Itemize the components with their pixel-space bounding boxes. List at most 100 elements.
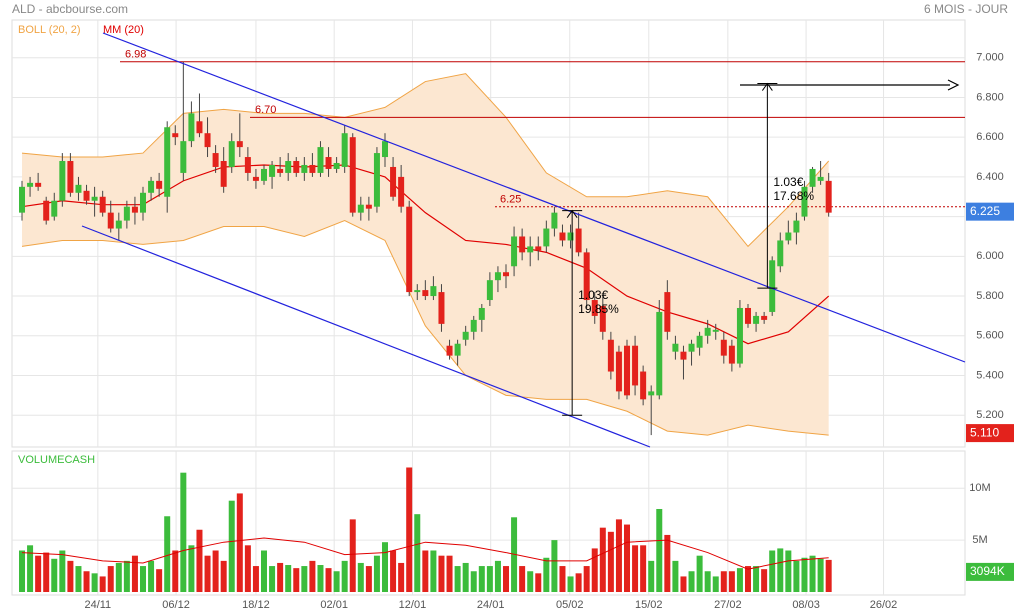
x-tick-label: 08/03 (792, 599, 820, 611)
volume-bar (172, 550, 179, 592)
candle-body (188, 113, 195, 142)
candle-body (696, 335, 703, 348)
candle-body (91, 196, 98, 201)
candle-body (75, 184, 82, 193)
x-tick-label: 02/01 (320, 599, 348, 611)
candle-body (470, 319, 477, 332)
volume-bar (478, 566, 485, 592)
volume-bar (180, 472, 187, 592)
volume-bar (107, 566, 114, 592)
x-tick-label: 26/02 (870, 599, 898, 611)
candle-body (438, 292, 445, 324)
candle-body (83, 190, 90, 201)
candle-body (357, 204, 364, 213)
candle-body (567, 232, 574, 241)
period: 6 MOIS - JOUR (924, 2, 1008, 16)
candle-body (244, 157, 251, 173)
candle-body (575, 228, 582, 253)
candle-body (333, 162, 340, 169)
volume-bar (406, 467, 413, 592)
volume-bar (696, 555, 703, 592)
volume-bar (317, 565, 324, 592)
volume-bar (712, 576, 719, 592)
candle-body (140, 192, 147, 213)
volume-bar (454, 566, 461, 592)
volume-bar (591, 548, 598, 592)
candle-body (712, 329, 719, 332)
candle-body (809, 168, 816, 187)
volume-bar (269, 566, 276, 592)
candle-body (648, 391, 655, 396)
candle-body (664, 292, 671, 332)
candle-body (446, 345, 453, 356)
volume-bar (656, 508, 663, 592)
candle-body (131, 206, 138, 213)
candle-body (51, 200, 58, 217)
candle-body (777, 240, 784, 267)
volume-bar (51, 558, 58, 592)
volume-bar (615, 519, 622, 592)
x-tick-label: 24/01 (477, 599, 505, 611)
volume-bar (140, 566, 147, 592)
volume-bar (220, 560, 227, 592)
y-tick-label: 5.400 (976, 369, 1004, 381)
volume-bar (365, 566, 372, 592)
candle-body (551, 212, 558, 229)
candle-body (172, 133, 179, 138)
volume-bar (414, 514, 421, 592)
volume-bar (75, 566, 82, 592)
volume-bar (632, 545, 639, 592)
volume-bar (817, 558, 824, 592)
volume-bar (309, 560, 316, 592)
candle-body (317, 147, 324, 173)
volume-bar (535, 573, 542, 592)
candle-body (107, 212, 114, 229)
volume-bar (462, 562, 469, 592)
volume-bar (19, 550, 26, 592)
volume-bar (503, 566, 510, 592)
x-tick-label: 18/12 (242, 599, 270, 611)
volume-bar (728, 571, 735, 592)
candle-body (527, 246, 534, 253)
volume-bar (99, 576, 106, 592)
candle-body (301, 164, 308, 173)
volume-bar (567, 576, 574, 592)
volume-badge-label: 3094K (970, 564, 1005, 578)
volume-bar (244, 545, 251, 592)
volume-bar (575, 573, 582, 592)
bollinger-lower (21, 220, 829, 436)
volume-bar (333, 571, 340, 592)
legend-boll: BOLL (20, 2) (18, 24, 81, 36)
volume-bar (793, 560, 800, 592)
volume-bar (398, 562, 405, 592)
price-badge (966, 202, 1014, 221)
price-badge-label: 5.110 (970, 425, 999, 439)
candle-body (123, 206, 130, 221)
candle-body (511, 236, 518, 267)
candle-body (365, 204, 372, 209)
candle-body (704, 327, 711, 336)
volume-label: VOLUMECASH (18, 454, 95, 466)
volume-bar (494, 560, 501, 592)
candle-body (269, 164, 276, 177)
volume-bar (430, 550, 437, 592)
candle-body (43, 200, 50, 221)
candle-body (583, 252, 590, 301)
volume-bar (148, 560, 155, 592)
candle-body (615, 351, 622, 392)
volume-bar (559, 566, 566, 592)
volume-bar (196, 529, 203, 592)
measure-text: 17.68% (773, 189, 814, 203)
candle-body (148, 180, 155, 193)
volume-bar (83, 571, 90, 592)
volume-bar (131, 555, 138, 592)
measure-text: 1.03€ (578, 288, 608, 302)
candle-body (728, 345, 735, 364)
volume-bar (680, 576, 687, 592)
candle-body (559, 232, 566, 241)
y-tick-label: 5.600 (976, 330, 1004, 342)
x-tick-label: 15/02 (635, 599, 663, 611)
level-label: 6.70 (255, 104, 276, 116)
volume-bar (164, 516, 171, 592)
volume-bar (761, 569, 768, 592)
